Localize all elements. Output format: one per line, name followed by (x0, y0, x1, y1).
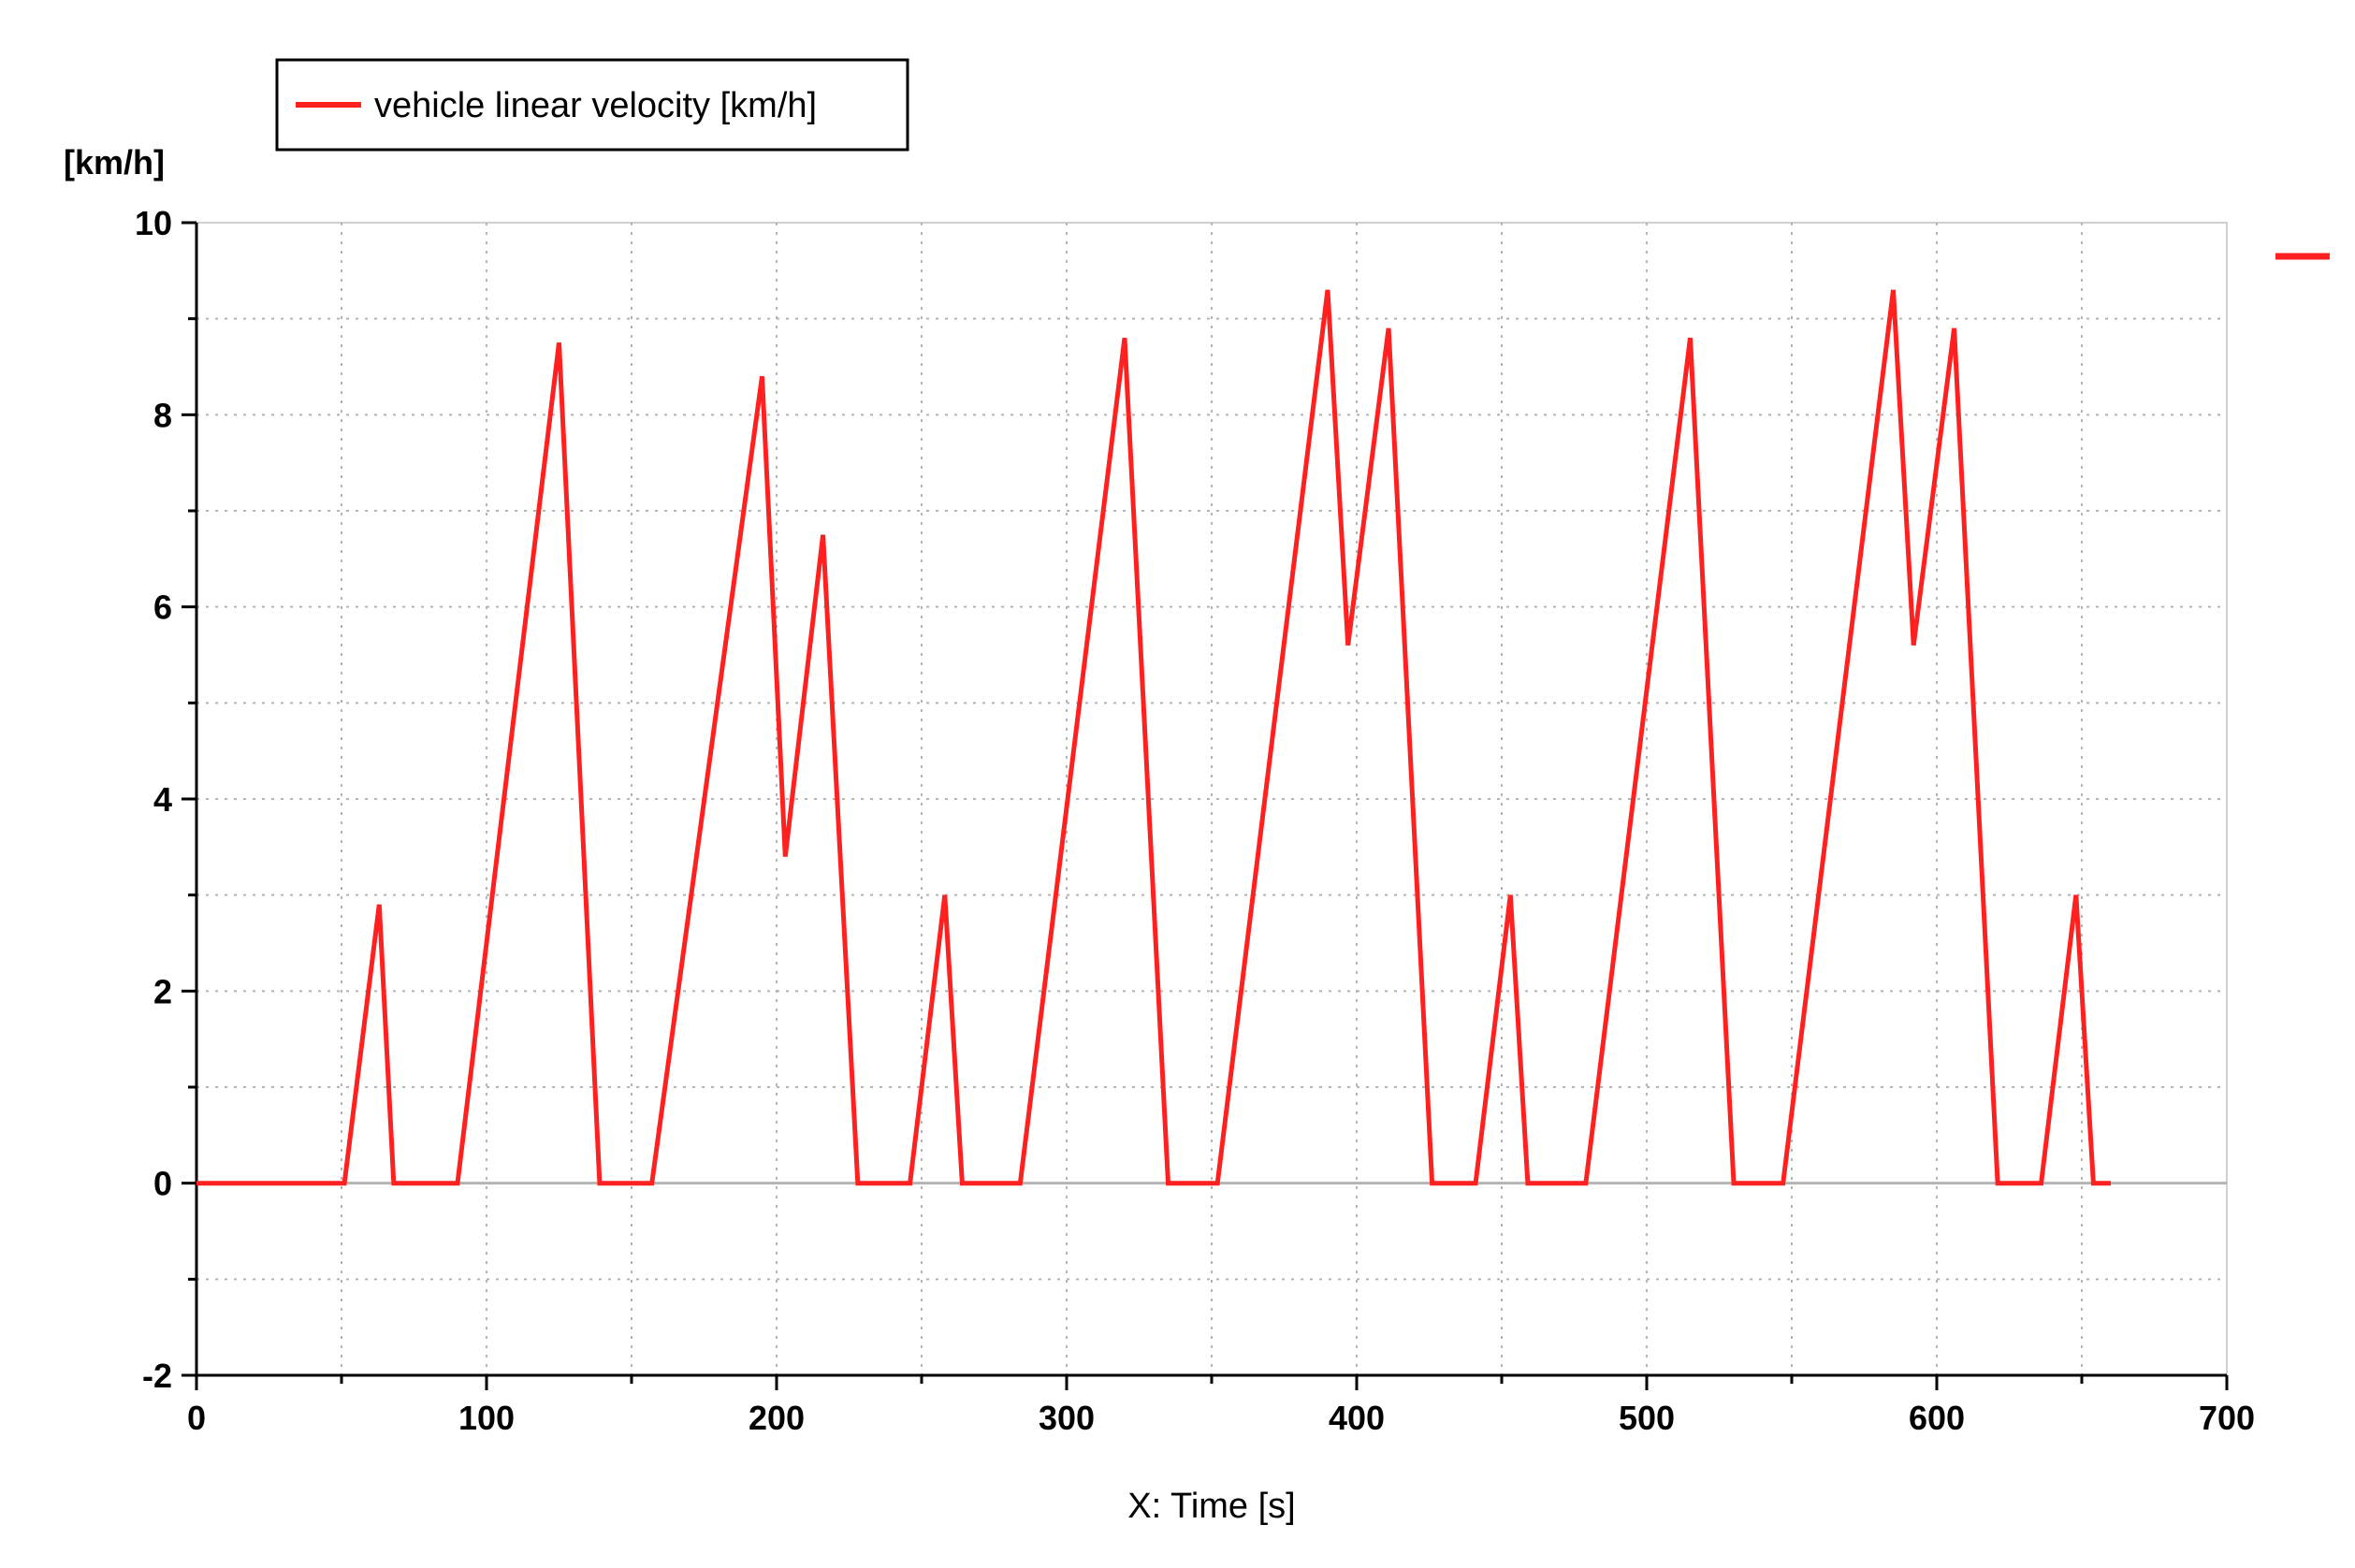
y-tick-label: -2 (142, 1357, 172, 1395)
y-tick-label: 0 (153, 1165, 172, 1203)
x-tick-label: 100 (458, 1399, 515, 1437)
legend-entry: vehicle linear velocity [km/h] (374, 86, 817, 125)
y-tick-label: 6 (153, 588, 172, 627)
x-tick-label: 700 (2199, 1399, 2255, 1437)
y-tick-label: 10 (135, 204, 172, 242)
x-tick-label: 600 (1909, 1399, 1965, 1437)
plot-area (196, 222, 2228, 1376)
legend: vehicle linear velocity [km/h] (275, 58, 909, 152)
y-tick-label: 8 (153, 396, 172, 434)
x-tick-label: 200 (749, 1399, 805, 1437)
x-tick-label: 0 (187, 1399, 206, 1437)
grid-lines (196, 223, 2227, 1375)
series-layer (196, 289, 2111, 1186)
x-tick-label: 400 (1329, 1399, 1385, 1437)
x-tick-label: 500 (1619, 1399, 1675, 1437)
axes: 0 100 200 300 400 500 600 700 -2 0 2 4 6 8 10 (135, 204, 2255, 1437)
x-tick-label: 300 (1039, 1399, 1095, 1437)
series-line (196, 289, 2111, 1186)
y-tick-label: 2 (153, 972, 172, 1010)
y-tick-label: 4 (153, 780, 172, 819)
legend-box (275, 58, 909, 152)
x-axis-label: X: Time [s] (1127, 1487, 1295, 1526)
y-axis-label: [km/h] (64, 143, 165, 181)
